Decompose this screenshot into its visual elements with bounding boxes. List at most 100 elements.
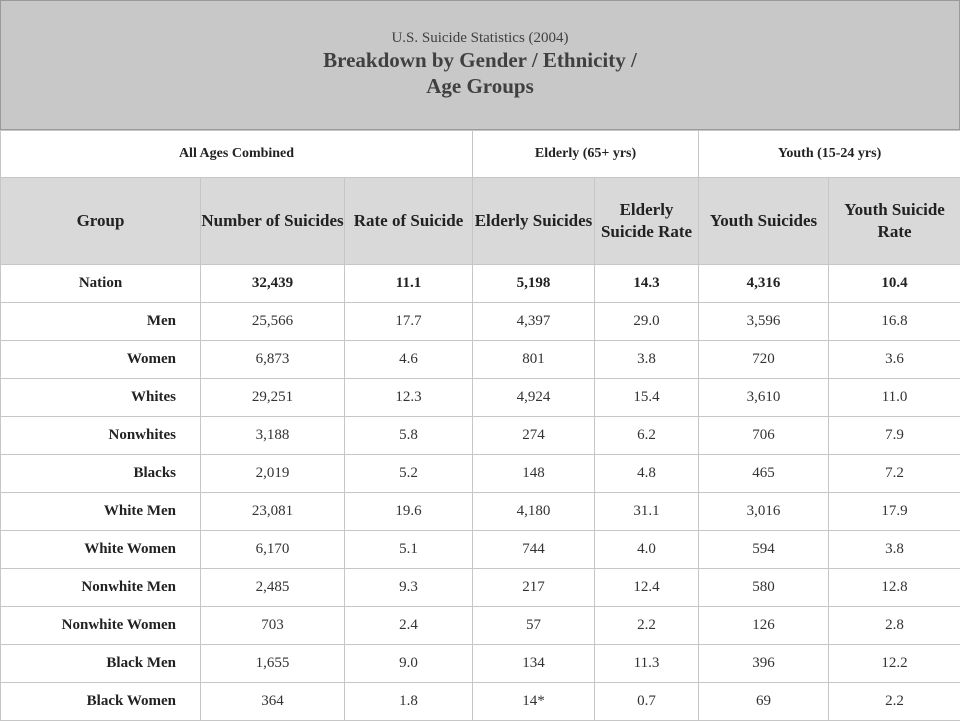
header-youth-suicides: Youth Suicides <box>699 178 829 265</box>
cell-youth-suicides: 396 <box>699 645 829 683</box>
cell-elderly-suicides: 14* <box>473 683 595 721</box>
cell-elderly-suicides: 217 <box>473 569 595 607</box>
cell-rate-of-suicide: 9.0 <box>345 645 473 683</box>
cell-number-of-suicides: 703 <box>201 607 345 645</box>
cell-group: White Women <box>1 531 201 569</box>
cell-group: Whites <box>1 379 201 417</box>
cell-youth-suicides: 69 <box>699 683 829 721</box>
cell-youth-suicide-rate: 2.8 <box>829 607 960 645</box>
header-group: Group <box>1 178 201 265</box>
cell-rate-of-suicide: 5.1 <box>345 531 473 569</box>
cell-elderly-suicide-rate: 11.3 <box>595 645 699 683</box>
cell-elderly-suicides: 744 <box>473 531 595 569</box>
cell-number-of-suicides: 2,485 <box>201 569 345 607</box>
cell-number-of-suicides: 23,081 <box>201 493 345 531</box>
group-all-ages: All Ages Combined <box>1 131 473 178</box>
cell-group: Nonwhite Men <box>1 569 201 607</box>
cell-number-of-suicides: 6,873 <box>201 341 345 379</box>
cell-group: Blacks <box>1 455 201 493</box>
cell-elderly-suicides: 134 <box>473 645 595 683</box>
cell-number-of-suicides: 29,251 <box>201 379 345 417</box>
header-elderly-suicides: Elderly Suicides <box>473 178 595 265</box>
cell-number-of-suicides: 25,566 <box>201 303 345 341</box>
cell-elderly-suicide-rate: 3.8 <box>595 341 699 379</box>
cell-youth-suicide-rate: 12.2 <box>829 645 960 683</box>
cell-elderly-suicides: 57 <box>473 607 595 645</box>
cell-youth-suicide-rate: 11.0 <box>829 379 960 417</box>
column-header-row: Group Number of Suicides Rate of Suicide… <box>1 178 960 265</box>
cell-group: Nonwhites <box>1 417 201 455</box>
cell-elderly-suicide-rate: 4.0 <box>595 531 699 569</box>
cell-elderly-suicide-rate: 6.2 <box>595 417 699 455</box>
header-elderly-suicide-rate: Elderly Suicide Rate <box>595 178 699 265</box>
cell-group: Men <box>1 303 201 341</box>
cell-rate-of-suicide: 4.6 <box>345 341 473 379</box>
cell-youth-suicides: 580 <box>699 569 829 607</box>
cell-youth-suicides: 465 <box>699 455 829 493</box>
cell-number-of-suicides: 364 <box>201 683 345 721</box>
group-youth: Youth (15-24 yrs) <box>699 131 960 178</box>
cell-youth-suicide-rate: 3.6 <box>829 341 960 379</box>
cell-elderly-suicide-rate: 2.2 <box>595 607 699 645</box>
cell-youth-suicide-rate: 2.2 <box>829 683 960 721</box>
cell-youth-suicides: 594 <box>699 531 829 569</box>
cell-elderly-suicide-rate: 31.1 <box>595 493 699 531</box>
cell-group: Black Women <box>1 683 201 721</box>
cell-elderly-suicides: 4,924 <box>473 379 595 417</box>
column-group-row: All Ages Combined Elderly (65+ yrs) Yout… <box>1 131 960 178</box>
suicide-statistics-table: All Ages Combined Elderly (65+ yrs) Yout… <box>0 130 960 721</box>
cell-rate-of-suicide: 19.6 <box>345 493 473 531</box>
cell-youth-suicides: 3,596 <box>699 303 829 341</box>
cell-youth-suicides: 706 <box>699 417 829 455</box>
cell-rate-of-suicide: 2.4 <box>345 607 473 645</box>
cell-youth-suicide-rate: 17.9 <box>829 493 960 531</box>
cell-elderly-suicide-rate: 0.7 <box>595 683 699 721</box>
chart-title-line-1: Breakdown by Gender / Ethnicity / <box>1 47 959 73</box>
chart-title-line-2: Age Groups <box>1 73 959 99</box>
cell-elderly-suicide-rate: 4.8 <box>595 455 699 493</box>
cell-elderly-suicides: 5,198 <box>473 265 595 303</box>
cell-rate-of-suicide: 11.1 <box>345 265 473 303</box>
cell-group: Women <box>1 341 201 379</box>
cell-elderly-suicide-rate: 29.0 <box>595 303 699 341</box>
cell-youth-suicide-rate: 3.8 <box>829 531 960 569</box>
cell-elderly-suicides: 4,397 <box>473 303 595 341</box>
cell-rate-of-suicide: 9.3 <box>345 569 473 607</box>
cell-rate-of-suicide: 5.8 <box>345 417 473 455</box>
cell-elderly-suicides: 801 <box>473 341 595 379</box>
cell-number-of-suicides: 1,655 <box>201 645 345 683</box>
cell-elderly-suicides: 4,180 <box>473 493 595 531</box>
cell-youth-suicide-rate: 7.2 <box>829 455 960 493</box>
header-youth-suicide-rate: Youth Suicide Rate <box>829 178 960 265</box>
cell-rate-of-suicide: 1.8 <box>345 683 473 721</box>
cell-youth-suicides: 126 <box>699 607 829 645</box>
cell-rate-of-suicide: 5.2 <box>345 455 473 493</box>
title-banner: U.S. Suicide Statistics (2004) Breakdown… <box>0 0 960 130</box>
cell-youth-suicides: 4,316 <box>699 265 829 303</box>
cell-youth-suicide-rate: 12.8 <box>829 569 960 607</box>
header-rate-of-suicide: Rate of Suicide <box>345 178 473 265</box>
chart-subtitle: U.S. Suicide Statistics (2004) <box>1 29 959 47</box>
cell-elderly-suicides: 148 <box>473 455 595 493</box>
cell-elderly-suicide-rate: 15.4 <box>595 379 699 417</box>
cell-youth-suicide-rate: 10.4 <box>829 265 960 303</box>
cell-elderly-suicide-rate: 12.4 <box>595 569 699 607</box>
cell-number-of-suicides: 3,188 <box>201 417 345 455</box>
header-number-of-suicides: Number of Suicides <box>201 178 345 265</box>
cell-youth-suicides: 3,016 <box>699 493 829 531</box>
cell-number-of-suicides: 6,170 <box>201 531 345 569</box>
cell-youth-suicide-rate: 16.8 <box>829 303 960 341</box>
cell-youth-suicides: 3,610 <box>699 379 829 417</box>
